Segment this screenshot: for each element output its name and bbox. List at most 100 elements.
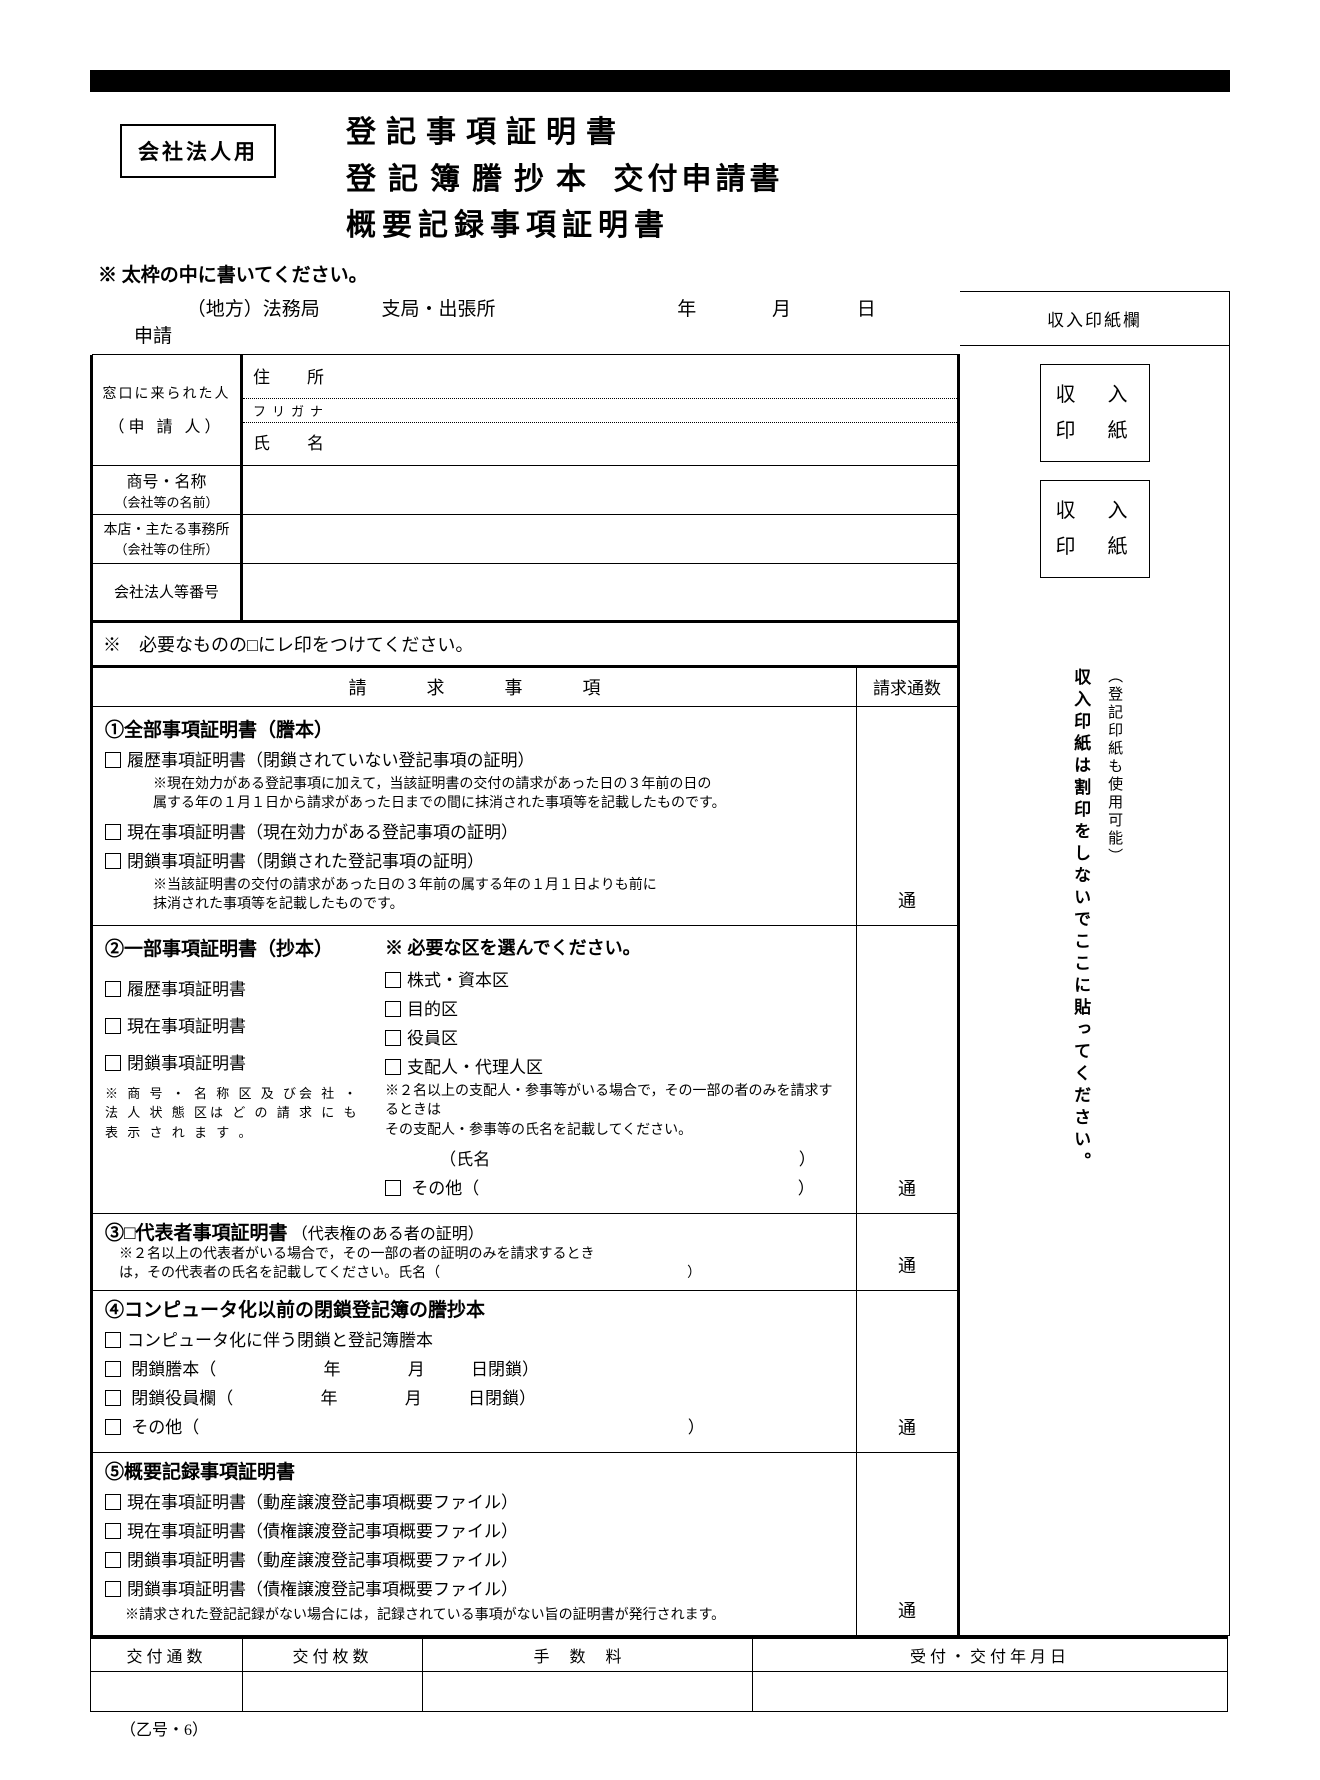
- sec5-opt1[interactable]: 現在事項証明書（動産譲渡登記事項概要ファイル）: [105, 1488, 846, 1513]
- section-5-title: ⑤概要記録事項証明書: [105, 1457, 846, 1484]
- furigana-field[interactable]: フリガナ: [243, 399, 957, 423]
- checkbox-icon[interactable]: [105, 1332, 121, 1348]
- checkbox-icon[interactable]: [105, 1419, 121, 1435]
- sec2-right: ※ 必要な区を選んでください。 株式・資本区 目的区 役員区 支配人・代理人区 …: [375, 934, 846, 1203]
- sec2-r-note2: その支配人・参事等の氏名を記載してください。: [385, 1121, 846, 1141]
- stamp-vertical-note: 収入印紙は割印をしないでここに貼ってください。: [1064, 668, 1096, 1174]
- checkbox-icon[interactable]: [105, 1523, 121, 1539]
- checkbox-icon[interactable]: [105, 981, 121, 997]
- sec2-name-label: （氏名: [439, 1150, 490, 1169]
- sec3-note2: は，その代表者の氏名を記載してください。氏名（: [119, 1266, 440, 1281]
- sec1-opt1-label: 履歴事項証明書（閉鎖されていない登記事項の証明）: [127, 751, 535, 770]
- checkbox-icon[interactable]: [105, 1390, 121, 1406]
- sec2-left: ②一部事項証明書（抄本） 履歴事項証明書 現在事項証明書 閉鎖事項証明書 ※ 商…: [105, 934, 375, 1203]
- sec4-opt2[interactable]: 閉鎖謄本（ 年 月 日閉鎖）: [105, 1355, 846, 1380]
- checkbox-icon[interactable]: [385, 1059, 401, 1075]
- sec2-r-opt2[interactable]: 目的区: [385, 995, 846, 1020]
- applicant-row: 窓口に来られた人 （申 請 人） 住 所 フリガナ 氏 名: [93, 355, 957, 466]
- section-2-body: ②一部事項証明書（抄本） 履歴事項証明書 現在事項証明書 閉鎖事項証明書 ※ 商…: [93, 926, 857, 1213]
- footer-c1: 交付通数: [91, 1639, 243, 1671]
- sec2-left-note: ※ 商 号 ・ 名 称 区 及 び会 社 ・ 法 人 状 態 区は ど の 請 …: [105, 1084, 369, 1143]
- sec4-opt2-y: 年: [221, 1355, 341, 1380]
- section-4-title: ④コンピュータ化以前の閉鎖登記簿の謄抄本: [105, 1295, 846, 1322]
- sec4-opt4[interactable]: その他（ ）: [105, 1413, 846, 1438]
- sec3-note1: ※２名以上の代表者がいる場合で，その一部の者の証明のみを請求するとき: [119, 1245, 846, 1265]
- sec2-r-other[interactable]: その他（ ）: [385, 1174, 846, 1199]
- checkbox-icon[interactable]: [105, 1361, 121, 1377]
- section-3-body: ③□代表者事項証明書 （代表権のある者の証明） ※２名以上の代表者がいる場合で，…: [93, 1214, 857, 1290]
- sec2-name-row[interactable]: （氏名 ）: [385, 1145, 846, 1170]
- checkbox-icon[interactable]: [385, 1001, 401, 1017]
- checkbox-icon[interactable]: [105, 1581, 121, 1597]
- sec3-note2-row[interactable]: は，その代表者の氏名を記載してください。氏名（ ）: [119, 1264, 846, 1284]
- section-4-body: ④コンピュータ化以前の閉鎖登記簿の謄抄本 コンピュータ化に伴う閉鎖と登記簿謄本 …: [93, 1291, 857, 1452]
- sec2-left-opt2[interactable]: 現在事項証明書: [105, 1012, 369, 1037]
- left-column: （地方）法務局 支局・出張所 年 月 日 申請 窓口に来られた人 （申 請 人）…: [90, 291, 960, 1637]
- checkbox-icon[interactable]: [105, 1055, 121, 1071]
- sec4-opt2-m: 月: [345, 1355, 425, 1380]
- sec5-opt4[interactable]: 閉鎖事項証明書（債権譲渡登記事項概要ファイル）: [105, 1575, 846, 1600]
- sec2-left-opt3[interactable]: 閉鎖事項証明書: [105, 1049, 369, 1074]
- footer-blank-1[interactable]: [91, 1672, 243, 1711]
- title-line-2: 登記簿謄抄本 交付申請書: [346, 157, 784, 204]
- section-5-body: ⑤概要記録事項証明書 現在事項証明書（動産譲渡登記事項概要ファイル） 現在事項証…: [93, 1453, 857, 1636]
- applicant-sub-label: （申 請 人）: [108, 413, 224, 437]
- checkbox-icon[interactable]: [385, 972, 401, 988]
- sec2-r-opt1[interactable]: 株式・資本区: [385, 966, 846, 991]
- footer-c2: 交付枚数: [243, 1639, 423, 1671]
- bold-instruction: ※ 太枠の中に書いてください。: [98, 260, 1230, 287]
- sec5-opt2[interactable]: 現在事項証明書（債権譲渡登記事項概要ファイル）: [105, 1517, 846, 1542]
- section-3: ③□代表者事項証明書 （代表権のある者の証明） ※２名以上の代表者がいる場合で，…: [93, 1214, 957, 1291]
- vertical-text-wrap: 収入印紙は割印をしないでここに貼ってください。 （登記印紙も使用可能）: [960, 668, 1229, 1174]
- checkbox-icon[interactable]: [105, 752, 121, 768]
- year-label: 年: [606, 294, 696, 321]
- sec5-opt3-label: 閉鎖事項証明書（動産譲渡登記事項概要ファイル）: [127, 1551, 518, 1570]
- main-wrap: （地方）法務局 支局・出張所 年 月 日 申請 窓口に来られた人 （申 請 人）…: [90, 291, 1230, 1637]
- sec2-r-opt4[interactable]: 支配人・代理人区: [385, 1053, 846, 1078]
- checkbox-icon[interactable]: [105, 824, 121, 840]
- sec3-count[interactable]: 通: [857, 1214, 957, 1290]
- sec5-opt2-label: 現在事項証明書（債権譲渡登記事項概要ファイル）: [127, 1522, 518, 1541]
- checkbox-icon[interactable]: [105, 1494, 121, 1510]
- stamp-box-1[interactable]: 収 入 印 紙: [1040, 364, 1150, 462]
- page: 会社法人用 登記事項証明書 登記簿謄抄本 交付申請書 概要記録事項証明書 ※ 太…: [0, 0, 1320, 1780]
- checkbox-icon[interactable]: [105, 853, 121, 869]
- sec4-opt4-a: その他（: [131, 1418, 199, 1437]
- sec2-left-opt1[interactable]: 履歴事項証明書: [105, 975, 369, 1000]
- office-field[interactable]: [243, 515, 957, 563]
- sec1-note3a: ※当該証明書の交付の請求があった日の３年前の属する年の１月１日よりも前に: [153, 876, 846, 896]
- address-field[interactable]: 住 所: [243, 355, 957, 399]
- footer-blank-4[interactable]: [753, 1672, 1227, 1711]
- sec2-r-opt3[interactable]: 役員区: [385, 1024, 846, 1049]
- company-name-sub: （会社等の名前）: [114, 492, 218, 511]
- sec2-r1-label: 株式・資本区: [407, 971, 509, 990]
- company-name-field[interactable]: [243, 466, 957, 514]
- company-name-row: 商号・名称 （会社等の名前）: [93, 466, 957, 515]
- sec4-opt3[interactable]: 閉鎖役員欄（ 年 月 日閉鎖）: [105, 1384, 846, 1409]
- sec5-opt3[interactable]: 閉鎖事項証明書（動産譲渡登記事項概要ファイル）: [105, 1546, 846, 1571]
- sec1-note1b: 属する年の１月１日から請求があった日までの間に抹消された事項等を記載したものです…: [153, 794, 846, 814]
- section-1-title: ①全部事項証明書（謄本）: [105, 715, 846, 742]
- sec1-opt2[interactable]: 現在事項証明書（現在効力がある登記事項の証明）: [105, 818, 846, 843]
- footer-blank-3[interactable]: [423, 1672, 753, 1711]
- stamp-box-2[interactable]: 収 入 印 紙: [1040, 480, 1150, 578]
- sec5-count[interactable]: 通: [857, 1453, 957, 1636]
- sec4-opt1[interactable]: コンピュータ化に伴う閉鎖と登記簿謄本: [105, 1326, 846, 1351]
- sec2-l3-label: 閉鎖事項証明書: [127, 1054, 246, 1073]
- name-field[interactable]: 氏 名: [243, 423, 957, 460]
- checkbox-icon[interactable]: [105, 1552, 121, 1568]
- checkbox-icon[interactable]: [385, 1030, 401, 1046]
- footer-blank-2[interactable]: [243, 1672, 423, 1711]
- checkbox-icon[interactable]: [105, 1018, 121, 1034]
- corp-number-field[interactable]: [243, 564, 957, 620]
- checkbox-icon[interactable]: [385, 1180, 401, 1196]
- applicant-fields: 住 所 フリガナ 氏 名: [243, 355, 957, 465]
- sec1-opt3[interactable]: 閉鎖事項証明書（閉鎖された登記事項の証明）: [105, 847, 846, 872]
- footer-blank-row: [90, 1672, 1228, 1712]
- sec1-opt1[interactable]: 履歴事項証明書（閉鎖されていない登記事項の証明）: [105, 746, 846, 771]
- sec1-note1a: ※現在効力がある登記事項に加えて，当該証明書の交付の請求があった日の３年前の日の: [153, 775, 846, 795]
- sec1-count[interactable]: 通: [857, 707, 957, 925]
- sec4-count[interactable]: 通: [857, 1291, 957, 1452]
- sec2-count[interactable]: 通: [857, 926, 957, 1213]
- sec2-l2-label: 現在事項証明書: [127, 1017, 246, 1036]
